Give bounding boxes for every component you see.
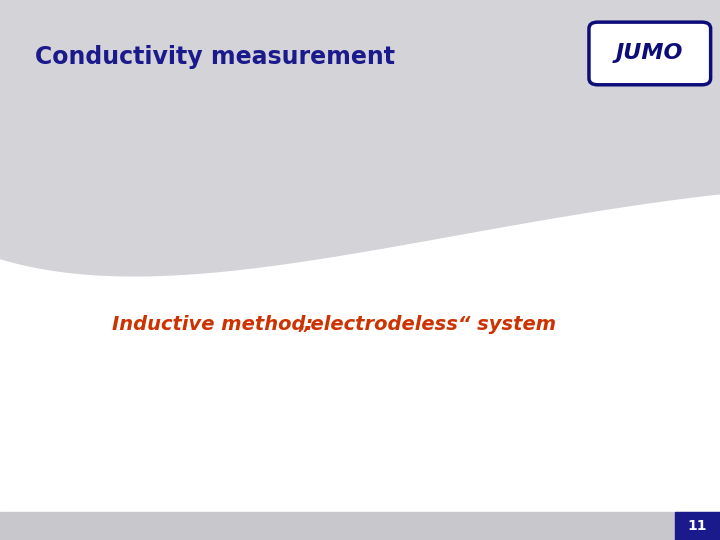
Text: 11: 11 bbox=[688, 519, 708, 533]
Polygon shape bbox=[0, 194, 720, 540]
Text: Inductive method:: Inductive method: bbox=[112, 314, 313, 334]
Text: „electrodeless“ system: „electrodeless“ system bbox=[299, 314, 557, 334]
Bar bbox=[675, 512, 720, 540]
FancyBboxPatch shape bbox=[589, 22, 711, 85]
Text: Conductivity measurement: Conductivity measurement bbox=[35, 45, 395, 69]
Text: JUMO: JUMO bbox=[616, 43, 683, 64]
Bar bbox=[0, 512, 720, 540]
